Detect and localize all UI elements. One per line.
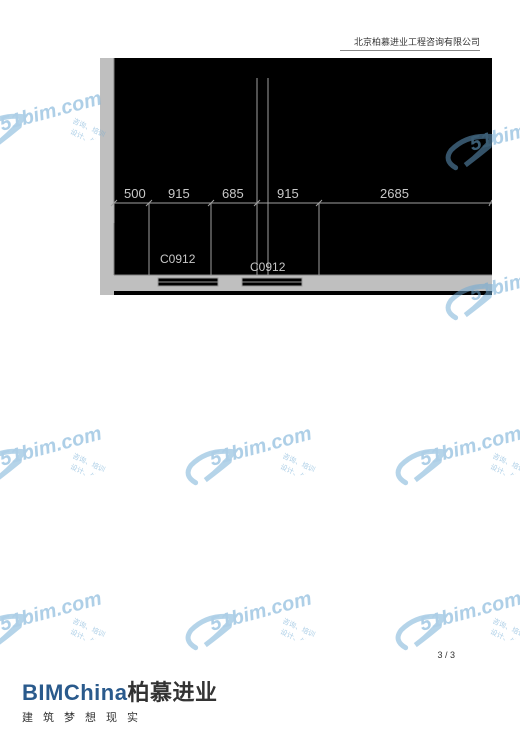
svg-text:咨询、培训: 咨询、培训 bbox=[71, 616, 107, 639]
svg-text:咨询、培训: 咨询、培训 bbox=[281, 451, 317, 474]
footer-logo-en: BIMChina bbox=[22, 680, 127, 705]
cad-drawing: 500 915 685 915 2685 C0912 C0912 bbox=[100, 58, 492, 295]
page-number: 3 / 3 bbox=[437, 650, 455, 660]
dim-4: 915 bbox=[277, 186, 299, 201]
svg-text:51bim.com: 51bim.com bbox=[417, 422, 520, 470]
footer-logo-cn: 柏慕进业 bbox=[127, 680, 217, 705]
svg-text:咨询、培训: 咨询、培训 bbox=[281, 616, 317, 639]
svg-text:设计、外包: 设计、外包 bbox=[279, 462, 315, 485]
dim-5: 2685 bbox=[380, 186, 409, 201]
label-c0912-1: C0912 bbox=[160, 252, 196, 266]
watermark-7: 51bim.com 咨询、培训 设计、外包 bbox=[173, 561, 347, 675]
svg-text:51bim.com: 51bim.com bbox=[0, 422, 104, 470]
svg-text:设计、外包: 设计、外包 bbox=[489, 627, 520, 650]
svg-text:设计、外包: 设计、外包 bbox=[489, 462, 520, 485]
svg-text:51bim.com: 51bim.com bbox=[207, 587, 314, 635]
dim-1: 500 bbox=[124, 186, 146, 201]
svg-text:咨询、培训: 咨询、培训 bbox=[491, 616, 520, 639]
svg-text:设计、外包: 设计、外包 bbox=[279, 627, 315, 650]
svg-text:51bim.com: 51bim.com bbox=[207, 422, 314, 470]
dimension-lines bbox=[111, 78, 492, 275]
label-c0912-2: C0912 bbox=[250, 260, 286, 274]
watermark-4: 51bim.com 咨询、培训 设计、外包 bbox=[173, 396, 347, 510]
svg-text:51bim.com: 51bim.com bbox=[0, 87, 104, 135]
dim-3: 685 bbox=[222, 186, 244, 201]
svg-text:咨询、培训: 咨询、培训 bbox=[71, 451, 107, 474]
svg-text:51bim.com: 51bim.com bbox=[0, 587, 104, 635]
svg-text:51bim.com: 51bim.com bbox=[417, 587, 520, 635]
watermark-3: 51bim.com 咨询、培训 设计、外包 bbox=[0, 396, 137, 510]
svg-text:设计、外包: 设计、外包 bbox=[69, 462, 105, 485]
svg-text:设计、外包: 设计、外包 bbox=[69, 627, 105, 650]
watermark-6: 51bim.com 咨询、培训 设计、外包 bbox=[0, 561, 137, 675]
page-header-company: 北京柏慕进业工程咨询有限公司 bbox=[340, 35, 480, 51]
footer-logo: BIMChina柏慕进业 建筑梦想现实 bbox=[22, 675, 217, 725]
dim-2: 915 bbox=[168, 186, 190, 201]
footer-tagline: 建筑梦想现实 bbox=[22, 709, 217, 725]
wall-vertical bbox=[100, 58, 114, 295]
watermark-5: 51bim.com 咨询、培训 设计、外包 bbox=[383, 396, 520, 510]
svg-text:咨询、培训: 咨询、培训 bbox=[491, 451, 520, 474]
